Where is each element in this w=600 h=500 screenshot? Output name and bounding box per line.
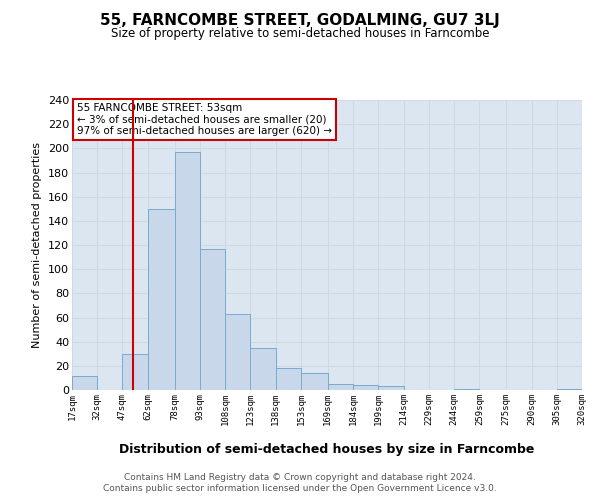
- Bar: [454, 389, 479, 390]
- Text: Contains public sector information licensed under the Open Government Licence v3: Contains public sector information licen…: [103, 484, 497, 493]
- Text: Size of property relative to semi-detached houses in Farncombe: Size of property relative to semi-detach…: [111, 28, 489, 40]
- Bar: [353, 385, 379, 390]
- Bar: [301, 373, 328, 390]
- Bar: [175, 152, 200, 390]
- Y-axis label: Number of semi-detached properties: Number of semi-detached properties: [32, 142, 43, 348]
- Text: 55, FARNCOMBE STREET, GODALMING, GU7 3LJ: 55, FARNCOMBE STREET, GODALMING, GU7 3LJ: [100, 12, 500, 28]
- Text: 55 FARNCOMBE STREET: 53sqm
← 3% of semi-detached houses are smaller (20)
97% of : 55 FARNCOMBE STREET: 53sqm ← 3% of semi-…: [77, 103, 332, 136]
- Bar: [250, 348, 275, 390]
- Bar: [328, 384, 353, 390]
- Bar: [200, 248, 225, 390]
- Bar: [275, 368, 301, 390]
- Text: Distribution of semi-detached houses by size in Farncombe: Distribution of semi-detached houses by …: [119, 442, 535, 456]
- Text: Contains HM Land Registry data © Crown copyright and database right 2024.: Contains HM Land Registry data © Crown c…: [124, 472, 476, 482]
- Bar: [225, 314, 250, 390]
- Bar: [122, 354, 148, 390]
- Bar: [72, 376, 97, 390]
- Bar: [557, 389, 582, 390]
- Bar: [379, 386, 404, 390]
- Bar: [148, 209, 175, 390]
